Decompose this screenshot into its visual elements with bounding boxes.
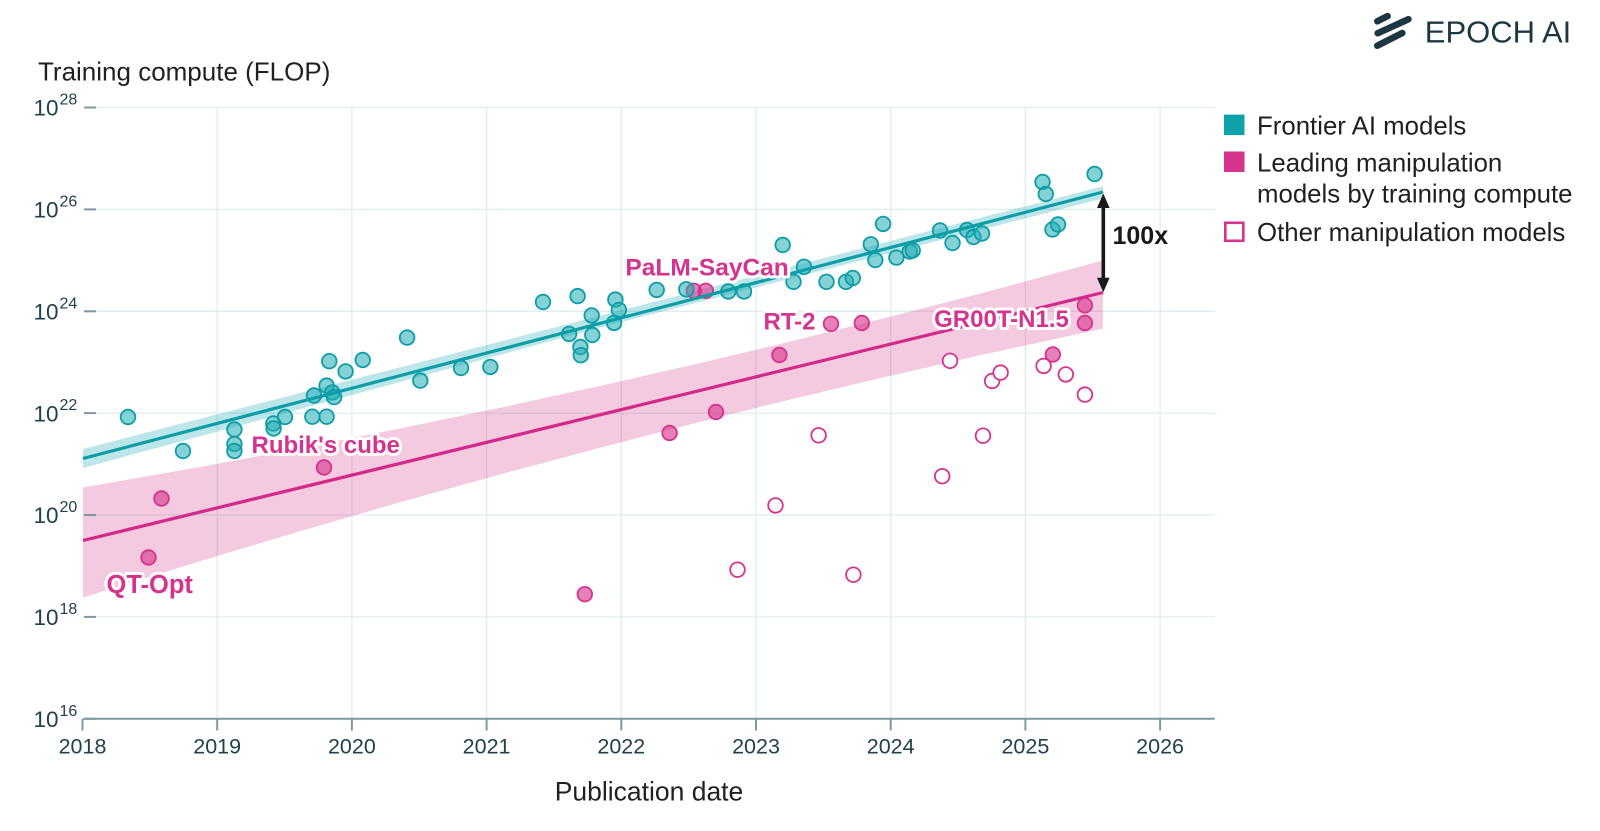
svg-text:26: 26	[60, 193, 78, 210]
svg-text:Frontier AI models: Frontier AI models	[1257, 112, 1466, 140]
svg-text:16: 16	[60, 703, 78, 720]
svg-text:10: 10	[33, 503, 58, 528]
svg-text:2026: 2026	[1136, 735, 1184, 759]
svg-text:22: 22	[60, 397, 78, 414]
svg-text:Leading manipulation: Leading manipulation	[1257, 149, 1502, 177]
svg-text:18: 18	[60, 601, 78, 618]
svg-text:RT-2: RT-2	[763, 309, 815, 336]
svg-text:2021: 2021	[463, 735, 511, 759]
svg-text:24: 24	[60, 295, 78, 312]
svg-text:2024: 2024	[867, 735, 915, 759]
svg-text:2025: 2025	[1001, 735, 1049, 759]
svg-text:10: 10	[33, 605, 58, 630]
svg-text:10: 10	[33, 300, 58, 325]
svg-text:PaLM-SayCan: PaLM-SayCan	[625, 255, 788, 282]
svg-text:2018: 2018	[59, 735, 107, 759]
svg-text:2020: 2020	[328, 735, 376, 759]
svg-text:Training compute (FLOP): Training compute (FLOP)	[38, 57, 330, 87]
svg-text:2022: 2022	[597, 735, 645, 759]
svg-text:10: 10	[33, 401, 58, 426]
svg-text:28: 28	[60, 92, 78, 109]
svg-text:Other manipulation models: Other manipulation models	[1257, 219, 1565, 247]
svg-text:Publication date: Publication date	[555, 777, 744, 807]
svg-text:GR00T-N1.5: GR00T-N1.5	[934, 306, 1069, 333]
svg-text:2019: 2019	[193, 735, 241, 759]
svg-text:2023: 2023	[732, 735, 780, 759]
svg-text:20: 20	[60, 499, 78, 516]
svg-text:100x: 100x	[1113, 222, 1169, 250]
svg-text:10: 10	[33, 198, 58, 223]
svg-text:models by training compute: models by training compute	[1257, 180, 1572, 208]
svg-text:10: 10	[33, 96, 58, 121]
svg-text:Rubik's cube: Rubik's cube	[251, 432, 399, 459]
svg-text:QT-Opt: QT-Opt	[106, 571, 193, 599]
svg-text:EPOCH AI: EPOCH AI	[1425, 15, 1571, 50]
svg-text:10: 10	[33, 707, 58, 732]
